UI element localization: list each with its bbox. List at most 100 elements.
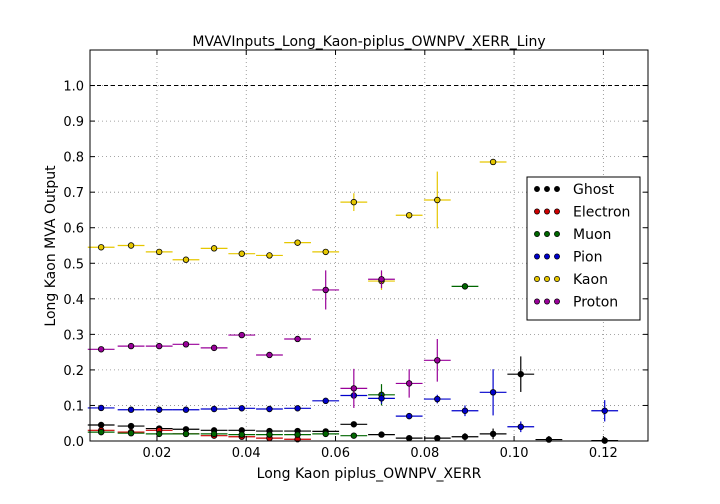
- y-tick-label: 0.9: [63, 115, 84, 130]
- x-tick-label: 0.06: [321, 446, 350, 461]
- data-point: [127, 429, 135, 437]
- data-point: [238, 331, 245, 339]
- legend-marker: [534, 298, 540, 305]
- data-point: [182, 406, 190, 413]
- data-point: [238, 405, 245, 412]
- legend-item-ghost: Ghost: [534, 182, 615, 198]
- legend-marker: [554, 208, 560, 215]
- data-point: [155, 342, 163, 350]
- data-point: [434, 395, 441, 403]
- data-point: [294, 239, 301, 246]
- legend-marker: [554, 231, 560, 237]
- data-point: [517, 370, 524, 378]
- data-point: [155, 248, 163, 256]
- data-point: [489, 158, 497, 166]
- data-point: [601, 407, 608, 414]
- y-tick-label: 0.6: [63, 222, 84, 237]
- data-point: [378, 431, 385, 438]
- legend-marker: [554, 276, 560, 282]
- y-tick-label: 0.7: [63, 186, 84, 201]
- legend-marker: [544, 208, 550, 215]
- legend-marker: [554, 186, 560, 192]
- data-point: [266, 252, 273, 259]
- data-point: [405, 212, 413, 219]
- legend-label: Proton: [573, 295, 618, 311]
- legend-marker: [544, 253, 550, 260]
- data-point: [350, 385, 358, 392]
- y-tick-label: 0.4: [63, 293, 84, 308]
- plot-frame: [89, 49, 649, 442]
- chart-title: MVAVInputs_Long_Kaon-piplus_OWNPV_XERR_L…: [192, 34, 545, 50]
- x-tick-label: 0.02: [142, 446, 171, 461]
- legend-marker: [534, 186, 540, 192]
- data-point: [182, 341, 190, 348]
- data-point: [378, 395, 385, 402]
- data-point: [97, 404, 105, 412]
- legend-marker: [554, 298, 560, 305]
- legend-marker: [544, 298, 550, 305]
- data-point: [405, 380, 413, 387]
- data-point: [545, 436, 553, 443]
- data-point: [405, 412, 413, 420]
- data-point: [127, 422, 135, 430]
- data-point: [294, 431, 301, 438]
- data-point: [210, 344, 218, 352]
- data-point: [294, 405, 301, 412]
- data-point: [294, 335, 301, 343]
- data-point: [461, 283, 469, 290]
- data-point: [210, 245, 218, 252]
- data-point: [434, 196, 441, 204]
- data-point: [266, 431, 273, 438]
- data-point: [322, 397, 329, 405]
- legend: Ghost Electron Muon Pion Kaon Proton: [526, 176, 641, 321]
- data-point: [489, 430, 497, 438]
- data-point: [210, 405, 218, 413]
- legend-marker: [534, 231, 540, 237]
- data-point: [155, 406, 163, 413]
- data-point: [97, 244, 105, 251]
- data-point: [322, 248, 329, 256]
- data-point: [238, 250, 245, 257]
- data-point: [489, 389, 497, 396]
- legend-marker: [534, 276, 540, 282]
- data-point: [434, 434, 441, 442]
- data-point: [461, 407, 469, 414]
- y-tick-label: 0.0: [63, 435, 84, 450]
- y-tick-label: 0.8: [63, 151, 84, 166]
- legend-label: Kaon: [573, 272, 608, 288]
- legend-marker: [544, 186, 550, 192]
- legend-marker: [534, 253, 540, 260]
- data-point: [378, 276, 385, 283]
- legend-label: Ghost: [573, 182, 615, 198]
- data-point: [350, 421, 358, 428]
- x-tick-label: 0.08: [410, 446, 439, 461]
- data-point: [405, 434, 413, 442]
- legend-marker: [554, 253, 560, 260]
- data-point: [182, 430, 190, 438]
- data-point: [350, 432, 358, 439]
- data-point: [322, 286, 329, 294]
- legend-item-muon: Muon: [534, 227, 611, 243]
- legend-item-electron: Electron: [534, 205, 630, 221]
- data-point: [97, 428, 105, 436]
- axes: 0.02 0.04 0.06 0.08 0.10 0.12 0.0 0.1 0.2 0.3 0.4 0…: [63, 50, 648, 461]
- legend-label: Pion: [573, 250, 602, 266]
- data-point: [266, 405, 273, 413]
- data-point: [322, 430, 329, 438]
- legend-label: Muon: [573, 227, 611, 243]
- data-point: [434, 357, 441, 364]
- x-tick-label: 0.10: [500, 446, 529, 461]
- legend-item-proton: Proton: [534, 295, 618, 311]
- data-point: [127, 242, 135, 249]
- y-axis-label: Long Kaon MVA Output: [43, 165, 59, 327]
- y-tick-label: 0.1: [63, 399, 84, 414]
- legend-box: [526, 176, 641, 321]
- series-muon: [87, 283, 479, 439]
- y-tick-label: 0.3: [63, 328, 84, 343]
- legend-marker: [544, 231, 550, 237]
- data-point: [182, 256, 190, 263]
- data-point: [266, 351, 273, 359]
- data-point: [210, 430, 218, 438]
- x-axis-label: Long Kaon piplus_OWNPV_XERR: [257, 466, 482, 482]
